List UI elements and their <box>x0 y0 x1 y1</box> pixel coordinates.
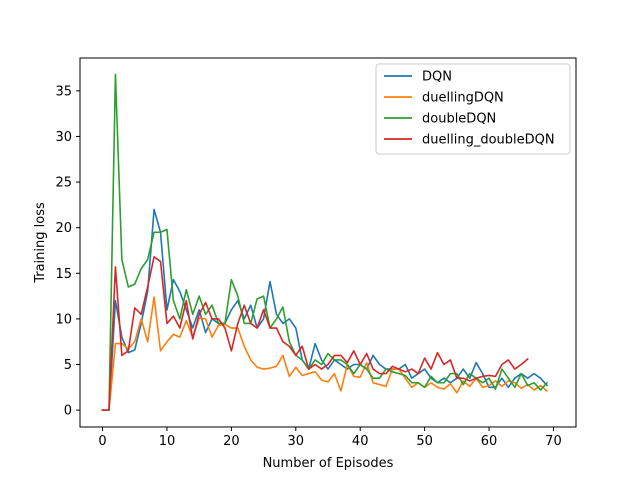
x-tick-label: 50 <box>416 434 433 449</box>
legend-box <box>375 63 571 155</box>
legend-label-duellingDQN: duellingDQN <box>422 91 504 106</box>
series-line-duellingDQN <box>101 296 549 411</box>
legend: DQN duellingDQN doubleDQN duelling_doubleDQ… <box>375 63 571 155</box>
legend-label-DQN: DQN <box>422 70 452 85</box>
y-tick-label: 25 <box>55 176 72 191</box>
y-tick-label: 30 <box>55 130 72 145</box>
x-tick-label: 40 <box>352 434 369 449</box>
y-axis: 0 5 10 15 20 25 30 35 <box>55 84 80 419</box>
legend-label-doubleDQN: doubleDQN <box>422 112 496 127</box>
y-axis-label: Training loss <box>33 202 48 284</box>
x-tick-label: 0 <box>98 434 106 449</box>
x-tick-label: 20 <box>223 434 240 449</box>
x-tick-label: 60 <box>481 434 498 449</box>
plot-frame <box>79 57 577 428</box>
y-tick-label: 15 <box>55 267 72 282</box>
y-tick-label: 10 <box>55 312 72 327</box>
series-line-doubleDQN <box>101 73 549 411</box>
y-tick-label: 0 <box>64 404 72 419</box>
y-tick-label: 35 <box>55 84 72 99</box>
series-line-duelling_doubleDQN <box>101 256 529 411</box>
y-tick-label: 20 <box>55 221 72 236</box>
legend-label-duelling_doubleDQN: duelling_doubleDQN <box>422 133 555 148</box>
x-axis-label: Number of Episodes <box>263 456 394 471</box>
x-axis: 0 10 20 30 40 50 60 70 <box>98 427 562 449</box>
x-tick-label: 70 <box>545 434 562 449</box>
plot-lines <box>101 73 549 411</box>
x-tick-label: 30 <box>288 434 305 449</box>
x-tick-label: 10 <box>159 434 176 449</box>
series-line-DQN <box>101 208 549 411</box>
y-tick-label: 5 <box>64 358 72 373</box>
